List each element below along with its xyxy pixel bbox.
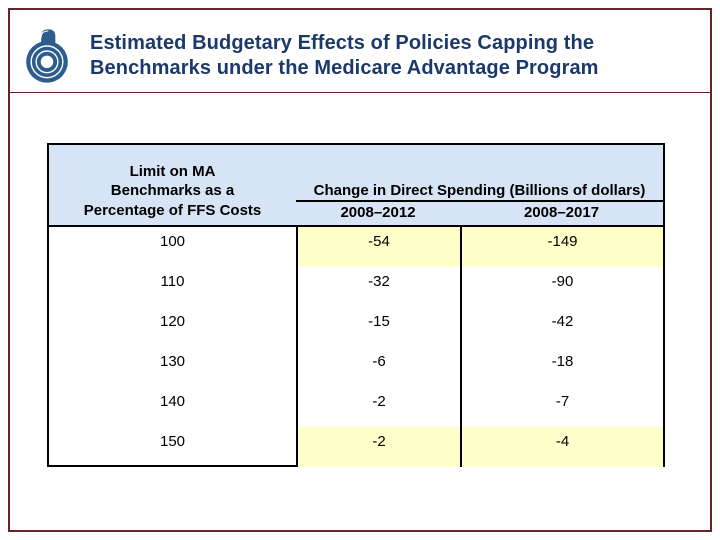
table-row: 130 -6 -18 [49,347,663,387]
spending-2008-2012-cell: -54 [296,227,460,267]
limit-cell: 110 [160,273,185,290]
spending-2008-2017-cell: -42 [460,307,663,347]
limit-cell: 120 [159,313,186,330]
spending-2008-2017-cell: -149 [460,227,663,267]
limit-cell: 100 [159,233,186,250]
column-header-limit: Limit on MA Benchmarks as a Percentage o… [49,145,296,225]
table-row: 110 -32 -90 [49,267,663,307]
period-subheaders: 2008–2012 2008–2017 [296,202,663,225]
spending-2008-2012-cell: -32 [296,267,460,307]
limit-cell: 140 [159,393,186,410]
limit-cell: 130 [159,353,186,370]
page-title-line2: Benchmarks under the Medicare Advantage … [90,57,599,79]
table-row: 120 -15 -42 [49,307,663,347]
limit-header-line1: Limit on MA [129,162,216,180]
table-header: Limit on MA Benchmarks as a Percentage o… [49,145,663,227]
spending-2008-2012-cell: -2 [296,427,460,467]
limit-header-line2: Benchmarks as a [110,182,235,199]
table-body: 100 -54 -149 110 -32 -90 120 -15 -42 130… [49,227,663,467]
spending-2008-2012-cell: -15 [296,307,460,347]
table-row: 140 -2 -7 [49,387,663,427]
spending-2008-2017-cell: -7 [460,387,663,427]
table-row: 150 -2 -4 [49,427,663,467]
column-header-spending-group: Change in Direct Spending (Billions of d… [296,145,663,225]
spending-2008-2017-cell: -4 [460,427,663,467]
budget-effects-table: Limit on MA Benchmarks as a Percentage o… [47,143,665,467]
spending-2008-2017-cell: -90 [460,267,663,307]
title-divider-rule [8,92,712,93]
cbo-logo-icon [26,29,68,83]
limit-header-line3: Percentage of FFS Costs [83,201,262,219]
spending-2008-2017-cell: -18 [460,347,663,387]
spending-2008-2012-cell: -6 [296,347,460,387]
period-header-2008-2017: 2008–2017 [523,204,600,221]
page-title-line1: Estimated Budgetary Effects of Policies … [90,32,595,54]
page-title: Estimated Budgetary Effects of Policies … [90,31,698,81]
period-header-2008-2012: 2008–2012 [340,204,416,221]
spending-group-label: Change in Direct Spending (Billions of d… [296,182,663,202]
table-row: 100 -54 -149 [49,227,663,267]
limit-cell: 150 [159,433,186,450]
spending-2008-2012-cell: -2 [296,387,460,427]
